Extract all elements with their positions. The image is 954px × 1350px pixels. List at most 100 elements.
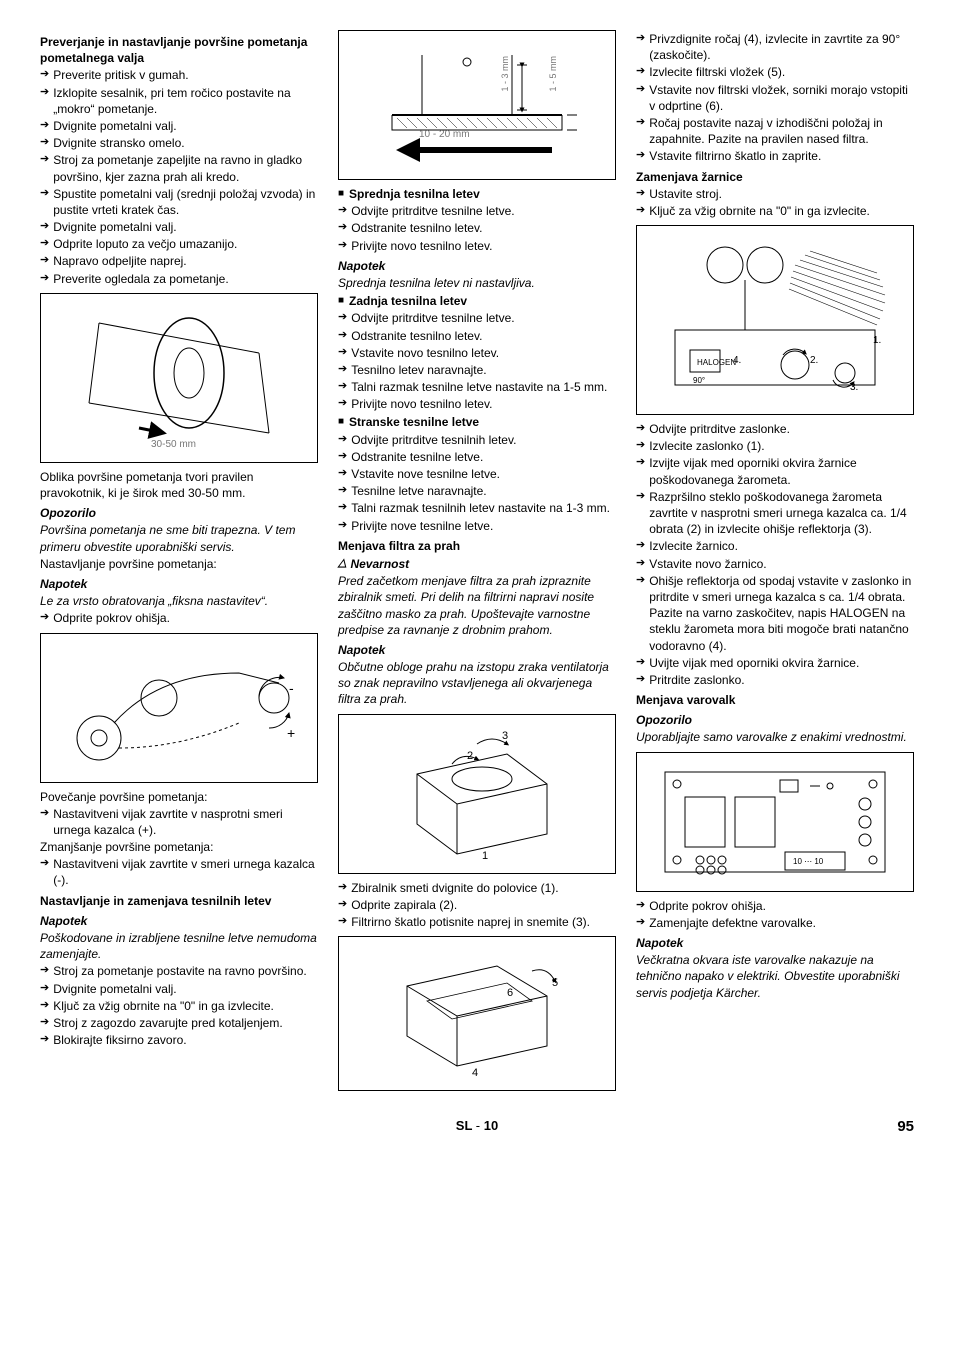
heading: Nastavljanje in zamenjava tesnilnih lete…: [40, 893, 318, 909]
note-heading: Napotek: [40, 913, 318, 929]
list-item: Vstavite filtrirno škatlo in zaprite.: [636, 148, 914, 164]
list-item: Privijte novo tesnilno letev.: [338, 396, 616, 412]
list-item: Zamenjajte defektne varovalke.: [636, 915, 914, 931]
list-item: Odstranite tesnilne letve.: [338, 449, 616, 465]
list-item: Vstavite nov filtrski vložek, sorniki mo…: [636, 82, 914, 114]
paragraph: Občutne obloge prahu na izstopu zraka ve…: [338, 659, 616, 708]
list-item: Odvijte pritrditve tesnilne letve.: [338, 203, 616, 219]
list-item: Izvlecite filtrski vložek (5).: [636, 64, 914, 80]
svg-text:4: 4: [472, 1067, 478, 1079]
figure-label: 1 - 3 mm: [499, 56, 511, 92]
list-item: Izvlecite zaslonko (1).: [636, 438, 914, 454]
svg-text:5: 5: [552, 977, 558, 989]
list-item: Odvijte pritrditve tesnilnih letev.: [338, 432, 616, 448]
list-item: Filtrirno škatlo potisnite naprej in sne…: [338, 914, 616, 930]
footer-center: SL - 10: [456, 1117, 498, 1135]
svg-text:1.: 1.: [873, 335, 881, 346]
list-item: Zbiralnik smeti dvignite do polovice (1)…: [338, 880, 616, 896]
list-item: Nastavitveni vijak zavrtite v nasprotni …: [40, 806, 318, 838]
list: Preverite pritisk v gumah. Izklopite ses…: [40, 67, 318, 286]
paragraph: Površina pometanja ne sme biti trapezna.…: [40, 522, 318, 554]
warning-heading: Opozorilo: [40, 505, 318, 521]
list-item: Ustavite stroj.: [636, 186, 914, 202]
svg-text:2.: 2.: [810, 355, 818, 366]
paragraph: Poškodovane in izrabljene tesnilne letve…: [40, 930, 318, 962]
list-item: Izvijte vijak med oporniki okvira žarnic…: [636, 455, 914, 487]
list-item: Privijte nove tesnilne letve.: [338, 518, 616, 534]
list-item: Spustite pometalni valj (srednji položaj…: [40, 186, 318, 218]
list-item: Vstavite novo žarnico.: [636, 556, 914, 572]
list-item: Nastavitveni vijak zavrtite v smeri urne…: [40, 856, 318, 888]
paragraph: Zmanjšanje površine pometanja:: [40, 839, 318, 855]
list-item: Izklopite sesalnik, pri tem ročico posta…: [40, 85, 318, 117]
heading: Preverjanje in nastavljanje površine pom…: [40, 34, 318, 66]
svg-text:4.: 4.: [733, 355, 741, 366]
paragraph: Večkratna okvara iste varovalke nakazuje…: [636, 952, 914, 1001]
list-item: Talni razmak tesnilnih letev nastavite n…: [338, 500, 616, 516]
list-item: Odprite pokrov ohišja.: [40, 610, 318, 626]
list-item: Vstavite novo tesnilno letev.: [338, 345, 616, 361]
paragraph: Povečanje površine pometanja:: [40, 789, 318, 805]
heading: Menjava filtra za prah: [338, 538, 616, 554]
list-item: Odprite loputo za večjo umazanijo.: [40, 236, 318, 252]
svg-text:HALOGEN: HALOGEN: [697, 358, 736, 367]
list-item: Razpršilno steklo poškodovanega žarometa…: [636, 489, 914, 538]
page-number: 95: [897, 1117, 914, 1137]
figure-bulb-replacement: HALOGEN 1. 2. 3. 4. 90°: [636, 225, 914, 415]
list-item: Dvignite pometalni valj.: [40, 981, 318, 997]
figure-dust-filter-1: 3 2 1: [338, 714, 616, 874]
list-item: Odvijte pritrditve tesnilne letve.: [338, 310, 616, 326]
list-item: Odstranite tesnilno letev.: [338, 220, 616, 236]
sub-heading: Stranske tesnilne letve: [338, 414, 616, 430]
page-footer: SL - 10 95: [40, 1117, 914, 1137]
list-item: Preverite ogledala za pometanje.: [40, 271, 318, 287]
column-1: Preverjanje in nastavljanje površine pom…: [40, 30, 318, 1097]
note-heading: Napotek: [636, 935, 914, 951]
list-item: Privzdignite ročaj (4), izvlecite in zav…: [636, 31, 914, 63]
warning-heading: Opozorilo: [636, 712, 914, 728]
list-item: Dvignite stransko omelo.: [40, 135, 318, 151]
svg-text:1: 1: [482, 850, 488, 862]
figure-dust-filter-2: 5 6 4: [338, 936, 616, 1091]
paragraph: Uporabljajte samo varovalke z enakimi vr…: [636, 729, 914, 745]
list-item: Ročaj postavite nazaj v izhodiščni polož…: [636, 115, 914, 147]
list-item: Ohišje reflektorja od spodaj vstavite v …: [636, 573, 914, 654]
note-heading: Napotek: [40, 576, 318, 592]
list-item: Tesnilne letve naravnajte.: [338, 483, 616, 499]
list-item: Odprite pokrov ohišja.: [636, 898, 914, 914]
list-item: Ključ za vžig obrnite na "0" in ga izvle…: [40, 998, 318, 1014]
paragraph: Oblika površine pometanja tvori pravilen…: [40, 469, 318, 501]
paragraph: Le za vrsto obratovanja „fiksna nastavit…: [40, 593, 318, 609]
list-item: Vstavite nove tesnilne letve.: [338, 466, 616, 482]
figure-label: 10 - 20 mm: [419, 128, 470, 142]
sub-heading: Zadnja tesnilna letev: [338, 293, 616, 309]
svg-text:3.: 3.: [850, 382, 858, 393]
figure-sweep-roller: 30-50 mm: [40, 293, 318, 463]
figure-sealing-strip: 1 - 3 mm 1 - 5 mm 10 - 20 mm: [338, 30, 616, 180]
sub-heading: Sprednja tesnilna letev: [338, 186, 616, 202]
list-item: Stroj za pometanje zapeljite na ravno in…: [40, 152, 318, 184]
list-item: Pritrdite zaslonko.: [636, 672, 914, 688]
list-item: Dvignite pometalni valj.: [40, 118, 318, 134]
note-heading: Napotek: [338, 642, 616, 658]
column-3: Privzdignite ročaj (4), izvlecite in zav…: [636, 30, 914, 1097]
list-item: Ključ za vžig obrnite na "0" in ga izvle…: [636, 203, 914, 219]
list-item: Uvijte vijak med oporniki okvira žarnice…: [636, 655, 914, 671]
list-item: Stroj z zagozdo zavarujte pred kotaljenj…: [40, 1015, 318, 1031]
paragraph: Sprednja tesnilna letev ni nastavljiva.: [338, 275, 616, 291]
list-item: Napravo odpeljite naprej.: [40, 253, 318, 269]
svg-text:3: 3: [502, 730, 508, 742]
figure-adjustment-screw: - +: [40, 633, 318, 783]
note-heading: Napotek: [338, 258, 616, 274]
list-item: Odvijte pritrditve zaslonke.: [636, 421, 914, 437]
svg-text:90°: 90°: [693, 376, 705, 385]
list-item: Preverite pritisk v gumah.: [40, 67, 318, 83]
list-item: Stroj za pometanje postavite na ravno po…: [40, 963, 318, 979]
list-item: Odstranite tesnilno letev.: [338, 328, 616, 344]
paragraph: Nastavljanje površine pometanja:: [40, 556, 318, 572]
list-item: Blokirajte fiksirno zavoro.: [40, 1032, 318, 1048]
paragraph: Pred začetkom menjave filtra za prah izp…: [338, 573, 616, 638]
column-2: 1 - 3 mm 1 - 5 mm 10 - 20 mm Sprednja te…: [338, 30, 616, 1097]
svg-text:-: -: [289, 680, 294, 696]
list-item: Izvlecite žarnico.: [636, 538, 914, 554]
